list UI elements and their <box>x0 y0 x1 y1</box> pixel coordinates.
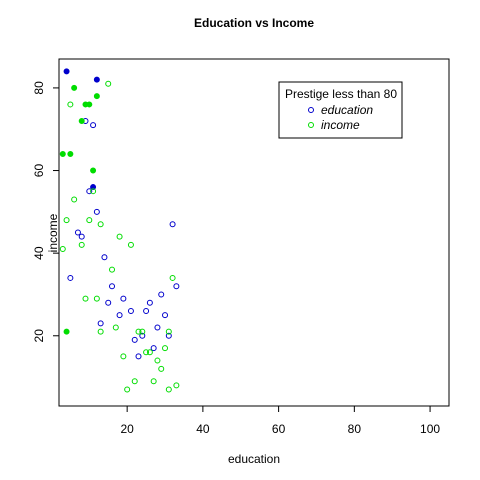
point-income-10 <box>67 101 74 108</box>
point-income-29 <box>162 345 169 352</box>
point-income-24 <box>97 328 104 335</box>
point-education-8 <box>78 233 85 240</box>
point-income-17 <box>78 241 85 248</box>
point-education-15 <box>120 295 127 302</box>
point-income-8 <box>63 328 70 335</box>
point-education-22 <box>97 320 104 327</box>
x-tick-label-40: 40 <box>196 422 210 436</box>
points-layer <box>59 68 180 393</box>
y-axis-label: income <box>46 213 60 252</box>
chart-title: Education vs Income <box>194 16 314 30</box>
point-education-25 <box>165 332 172 339</box>
point-education-17 <box>146 299 153 306</box>
point-education-13 <box>173 283 180 290</box>
point-education-24 <box>139 332 146 339</box>
point-education-11 <box>67 274 74 281</box>
legend-box <box>278 81 403 139</box>
x-axis: 20 40 60 80 100 <box>120 406 440 436</box>
point-income-28 <box>165 328 172 335</box>
point-income-34 <box>158 365 165 372</box>
x-tick-label-100: 100 <box>420 422 440 436</box>
point-income-19 <box>59 246 66 253</box>
point-education-28 <box>135 353 142 360</box>
legend: Prestige less than 80 education income <box>278 81 403 139</box>
point-income-18 <box>127 241 134 248</box>
point-income-30 <box>143 349 150 356</box>
y-axis: 20 40 60 80 <box>32 81 59 343</box>
legend-marker-education <box>308 107 314 113</box>
legend-label-income: income <box>321 118 360 132</box>
point-education-2 <box>90 184 97 191</box>
point-income-11 <box>90 188 97 195</box>
point-income-27 <box>139 328 146 335</box>
point-education-0 <box>63 68 70 75</box>
point-income-7 <box>90 167 97 174</box>
point-education-7 <box>74 229 81 236</box>
point-income-21 <box>169 274 176 281</box>
point-income-9 <box>105 80 112 87</box>
point-income-36 <box>150 378 157 385</box>
point-income-13 <box>63 217 70 224</box>
y-tick-label-80: 80 <box>32 81 46 95</box>
point-education-10 <box>101 254 108 261</box>
point-education-19 <box>143 307 150 314</box>
legend-title: Prestige less than 80 <box>285 87 397 101</box>
x-axis-label: education <box>228 452 280 466</box>
point-income-3 <box>86 101 93 108</box>
point-income-5 <box>59 151 66 158</box>
legend-marker-income <box>308 122 314 128</box>
point-education-21 <box>162 312 169 319</box>
point-education-6 <box>93 208 100 215</box>
point-education-14 <box>158 291 165 298</box>
point-income-38 <box>124 386 131 393</box>
point-income-37 <box>173 382 180 389</box>
point-education-1 <box>93 76 100 83</box>
point-education-20 <box>116 312 123 319</box>
x-tick-label-60: 60 <box>272 422 286 436</box>
point-education-4 <box>90 122 97 129</box>
point-income-26 <box>135 328 142 335</box>
x-tick-label-20: 20 <box>120 422 134 436</box>
y-tick-label-20: 20 <box>32 329 46 343</box>
point-income-25 <box>112 324 119 331</box>
point-income-0 <box>71 84 78 91</box>
point-income-22 <box>82 295 89 302</box>
legend-label-education: education <box>321 103 373 117</box>
y-tick-label-60: 60 <box>32 164 46 178</box>
point-income-23 <box>93 295 100 302</box>
point-income-35 <box>131 378 138 385</box>
point-income-32 <box>120 353 127 360</box>
point-income-6 <box>67 151 74 158</box>
point-income-33 <box>154 357 161 364</box>
point-income-15 <box>97 221 104 228</box>
x-tick-label-80: 80 <box>348 422 362 436</box>
point-income-12 <box>71 196 78 203</box>
point-income-39 <box>165 386 172 393</box>
point-income-20 <box>109 266 116 273</box>
point-income-4 <box>78 117 85 124</box>
point-education-12 <box>109 283 116 290</box>
point-income-1 <box>93 93 100 100</box>
point-income-31 <box>146 349 153 356</box>
point-education-27 <box>150 345 157 352</box>
point-income-16 <box>116 233 123 240</box>
y-tick-label-40: 40 <box>32 246 46 260</box>
point-education-16 <box>105 299 112 306</box>
point-education-18 <box>127 307 134 314</box>
point-education-26 <box>131 336 138 343</box>
point-education-23 <box>154 324 161 331</box>
point-education-9 <box>169 221 176 228</box>
plot-frame <box>58 58 450 407</box>
point-education-5 <box>86 188 93 195</box>
point-income-14 <box>86 217 93 224</box>
